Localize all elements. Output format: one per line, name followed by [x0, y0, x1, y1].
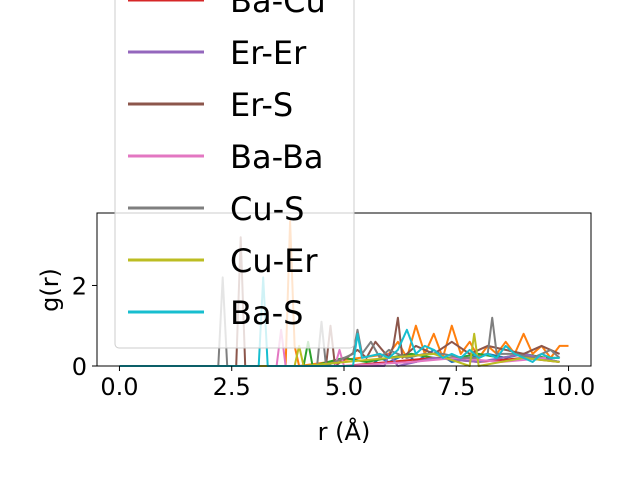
legend-label: Er-Er	[230, 34, 307, 72]
series-line-ba-s	[119, 276, 560, 367]
legend-label: Ba-S	[230, 294, 303, 332]
legend-label: Cu-S	[230, 190, 304, 228]
x-axis-ticks: 0.0 2.5 5.0 7.5 10.0	[100, 366, 595, 401]
legend: Ba-Cu Er-Er Er-S Ba-Ba Cu-S Cu-Er Ba-S	[114, 0, 355, 349]
series-line-cu-er	[119, 332, 560, 367]
legend-label: Cu-Er	[230, 242, 318, 280]
x-axis-label: r (Å)	[318, 417, 371, 446]
legend-label: Ba-Ba	[230, 138, 324, 176]
x-tick-label: 5.0	[325, 373, 363, 401]
y-axis-label: g(r)	[36, 268, 64, 312]
x-tick-label: 10.0	[542, 373, 595, 401]
legend-label: Ba-Cu	[230, 0, 326, 20]
y-tick-label: 2	[72, 272, 87, 300]
y-tick-label: 0	[72, 353, 87, 381]
x-tick-label: 7.5	[437, 373, 475, 401]
y-axis-ticks: 02	[72, 272, 97, 381]
x-tick-label: 0.0	[100, 373, 138, 401]
legend-label: Er-S	[230, 86, 293, 124]
x-tick-label: 2.5	[213, 373, 251, 401]
